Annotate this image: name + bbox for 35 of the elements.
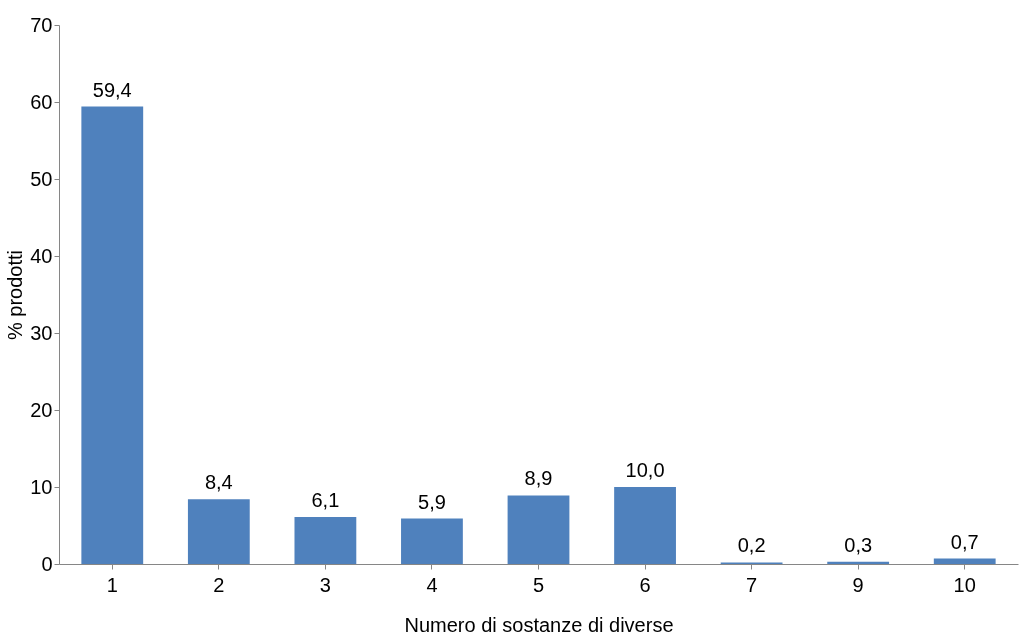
- y-tick-label: 40: [30, 244, 53, 267]
- bar: [507, 495, 570, 564]
- data-label: 5,9: [418, 490, 446, 513]
- x-tick-label: 2: [213, 573, 225, 596]
- x-tick-label: 6: [639, 573, 651, 596]
- y-tick-label: 70: [30, 13, 53, 36]
- x-tick-label: 7: [746, 573, 758, 596]
- data-label: 8,9: [524, 467, 553, 490]
- data-label: 8,4: [204, 471, 233, 494]
- y-tick-label: 20: [30, 398, 53, 421]
- data-label: 0,2: [737, 534, 766, 557]
- x-tick-label: 10: [953, 573, 976, 596]
- x-tick-label: 1: [106, 573, 118, 596]
- x-axis-title: Numero di sostanze di diverse: [404, 613, 674, 636]
- x-tick-label: 4: [426, 573, 438, 596]
- data-label: 0,3: [844, 533, 873, 556]
- bar: [401, 518, 463, 564]
- y-tick-label: 10: [30, 475, 53, 498]
- bar: [933, 558, 996, 564]
- x-tick-label: 9: [852, 573, 864, 596]
- y-tick-label: 0: [41, 552, 53, 575]
- bar: [187, 499, 250, 564]
- data-label: 59,4: [92, 78, 132, 101]
- x-tick-label: 3: [319, 573, 331, 596]
- bar: [294, 517, 357, 564]
- y-tick-label: 60: [30, 90, 53, 113]
- data-label: 10,0: [625, 459, 665, 481]
- y-axis-title: % prodotti: [4, 249, 27, 341]
- bar: [81, 106, 144, 564]
- x-tick-label: 5: [532, 573, 545, 596]
- bar: [614, 487, 676, 564]
- data-label: 0,7: [950, 530, 979, 553]
- y-tick-label: 30: [30, 321, 53, 344]
- data-label: 6,1: [311, 489, 340, 512]
- y-tick-label: 50: [30, 167, 53, 190]
